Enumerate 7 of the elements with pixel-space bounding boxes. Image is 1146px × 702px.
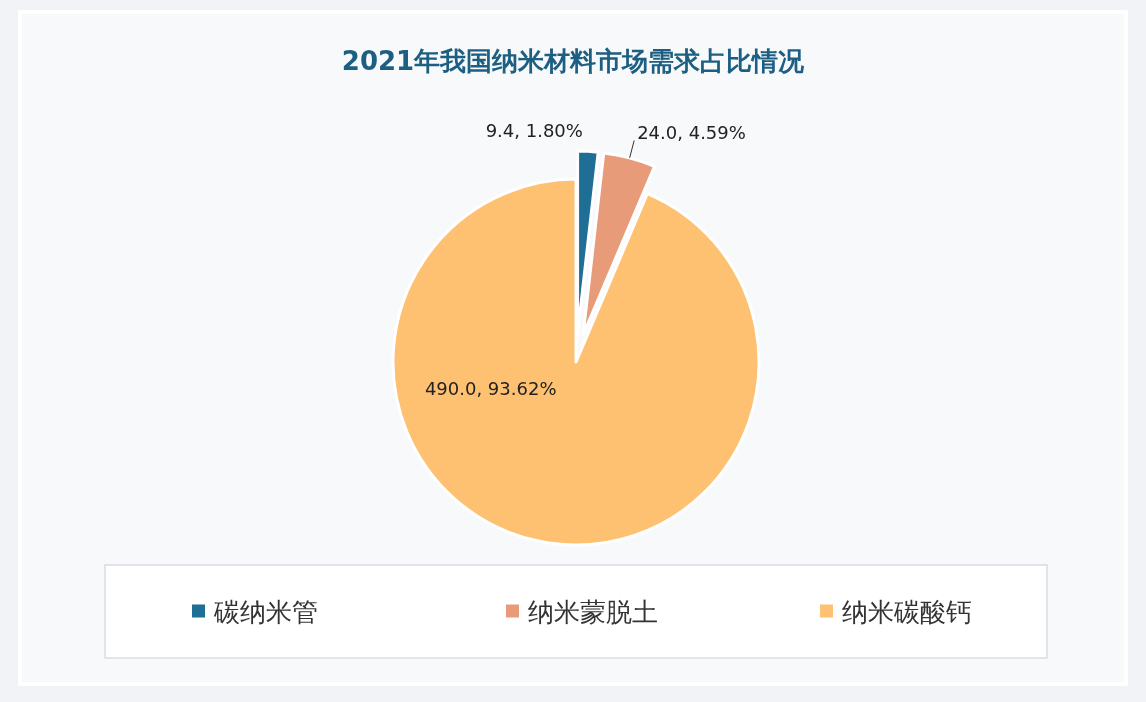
data-label: 24.0, 4.59% (637, 121, 746, 143)
data-label: 490.0, 93.62% (424, 378, 557, 400)
legend-label: 碳纳米管 (213, 596, 318, 627)
legend-label: 纳米碳酸钙 (842, 596, 972, 627)
legend-label: 纳米蒙脱土 (528, 596, 658, 627)
chart-title: 2021年我国纳米材料市场需求占比情况 (341, 46, 806, 76)
data-label: 9.4, 1.80% (485, 120, 583, 142)
